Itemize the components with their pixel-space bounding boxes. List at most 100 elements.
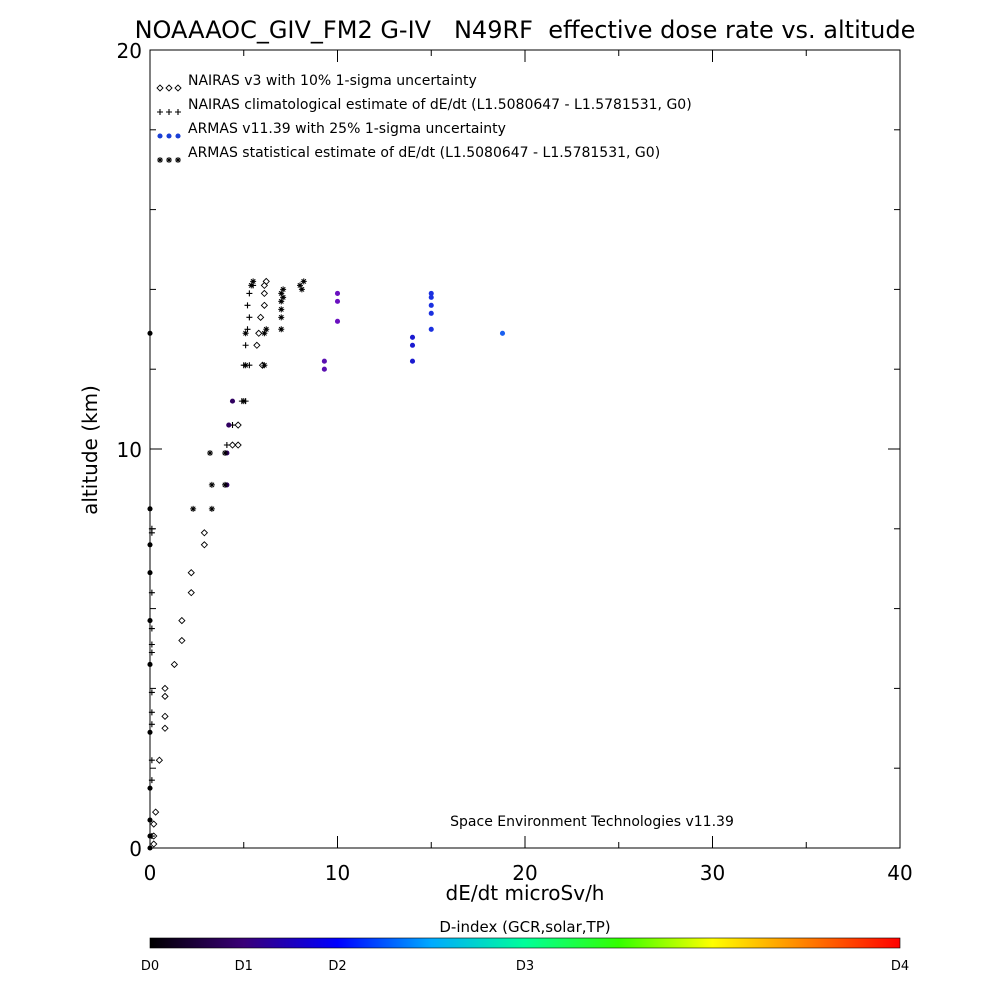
series-circle: [147, 290, 506, 851]
legend-marker: [175, 109, 181, 115]
data-point: [148, 625, 155, 632]
colorbar: [149, 937, 901, 949]
data-point: [147, 506, 153, 512]
legend-marker: [156, 84, 164, 92]
data-point: [262, 277, 270, 286]
data-point: [428, 294, 434, 300]
data-point: [246, 314, 253, 321]
legend-marker: [175, 157, 181, 163]
plot-frame: [149, 49, 901, 849]
data-point: [334, 318, 341, 324]
data-point: [148, 757, 155, 764]
colorbar-label: D0: [141, 959, 159, 974]
data-point: [148, 721, 155, 728]
data-point: [256, 313, 265, 321]
data-point: [260, 301, 269, 309]
data-points: [147, 277, 506, 851]
legend-marker: [166, 109, 172, 115]
legend-label: ARMAS v11.39 with 25% 1-sigma uncertaint…: [188, 121, 506, 137]
colorbar-labels: D0 D1 D2 D3 D4: [141, 959, 909, 974]
data-point: [170, 660, 179, 669]
data-point: [280, 294, 287, 301]
data-point: [161, 684, 169, 693]
data-point: [229, 398, 236, 404]
credit-annotation: Space Environment Technologies v11.39: [450, 814, 734, 830]
x-tick-label: 0: [144, 861, 157, 885]
colorbar-title: D-index (GCR,solar,TP): [439, 918, 610, 936]
legend-marker: [165, 84, 173, 92]
data-point: [278, 326, 285, 333]
data-point: [334, 298, 341, 304]
data-point: [147, 817, 153, 823]
series-diamond: [150, 277, 270, 848]
data-point: [148, 709, 155, 716]
data-point: [226, 422, 232, 428]
data-point: [148, 589, 155, 596]
data-point: [148, 525, 155, 532]
data-point: [261, 362, 268, 369]
legend-label: ARMAS statistical estimate of dE/dt (L1.…: [188, 145, 660, 161]
data-point: [228, 441, 237, 449]
data-point: [151, 808, 160, 816]
data-point: [321, 366, 327, 372]
data-point: [178, 616, 186, 625]
legend-marker: [166, 133, 172, 139]
x-tick-label: 20: [512, 861, 537, 885]
data-point: [234, 441, 242, 449]
data-point: [248, 282, 255, 289]
data-point: [428, 290, 434, 296]
data-point: [147, 661, 153, 668]
data-point: [428, 310, 434, 316]
x-tick-label: 30: [700, 861, 725, 885]
axis-tick-labels: 0 10 20 30 40 0 10 20: [117, 39, 913, 885]
x-tick-label: 40: [887, 861, 912, 885]
data-point: [409, 342, 416, 348]
x-axis-label: dE/dt microSv/h: [446, 881, 605, 905]
axis-ticks: [149, 49, 901, 849]
data-point: [263, 326, 270, 333]
colorbar-label: D3: [516, 959, 534, 974]
data-point: [298, 286, 305, 293]
data-point: [253, 341, 261, 349]
data-point: [147, 845, 153, 851]
data-point: [321, 358, 327, 364]
data-point: [260, 281, 269, 290]
data-point: [155, 756, 164, 764]
legend: NAIRAS v3 with 10% 1-sigma uncertainty NA…: [156, 73, 692, 163]
data-point: [297, 282, 303, 289]
data-point: [278, 306, 285, 313]
data-point: [147, 785, 153, 791]
data-point: [409, 358, 416, 364]
data-point: [222, 481, 228, 488]
data-point: [208, 481, 215, 488]
legend-marker: [157, 109, 163, 115]
series-asterisk: [190, 278, 307, 512]
data-point: [499, 330, 506, 336]
data-point: [187, 589, 195, 597]
data-point: [334, 290, 341, 296]
data-point: [428, 302, 434, 308]
data-point: [150, 840, 158, 848]
data-point: [161, 692, 169, 701]
data-point: [246, 290, 253, 297]
colorbar-label: D2: [328, 959, 346, 974]
data-point: [250, 278, 257, 285]
data-point: [178, 636, 186, 645]
data-point: [260, 289, 269, 298]
data-point: [190, 505, 197, 512]
data-point: [147, 330, 153, 336]
data-point: [242, 362, 249, 369]
data-point: [147, 570, 153, 576]
data-point: [148, 641, 155, 648]
data-point: [428, 326, 434, 332]
data-point: [147, 833, 153, 839]
colorbar-label: D4: [891, 959, 909, 974]
legend-label: NAIRAS v3 with 10% 1-sigma uncertainty: [188, 73, 477, 89]
data-point: [223, 442, 230, 449]
data-point: [280, 286, 287, 293]
data-point: [148, 649, 155, 656]
data-point: [161, 712, 169, 720]
data-point: [222, 449, 228, 456]
data-point: [242, 342, 249, 349]
data-point: [200, 529, 209, 537]
